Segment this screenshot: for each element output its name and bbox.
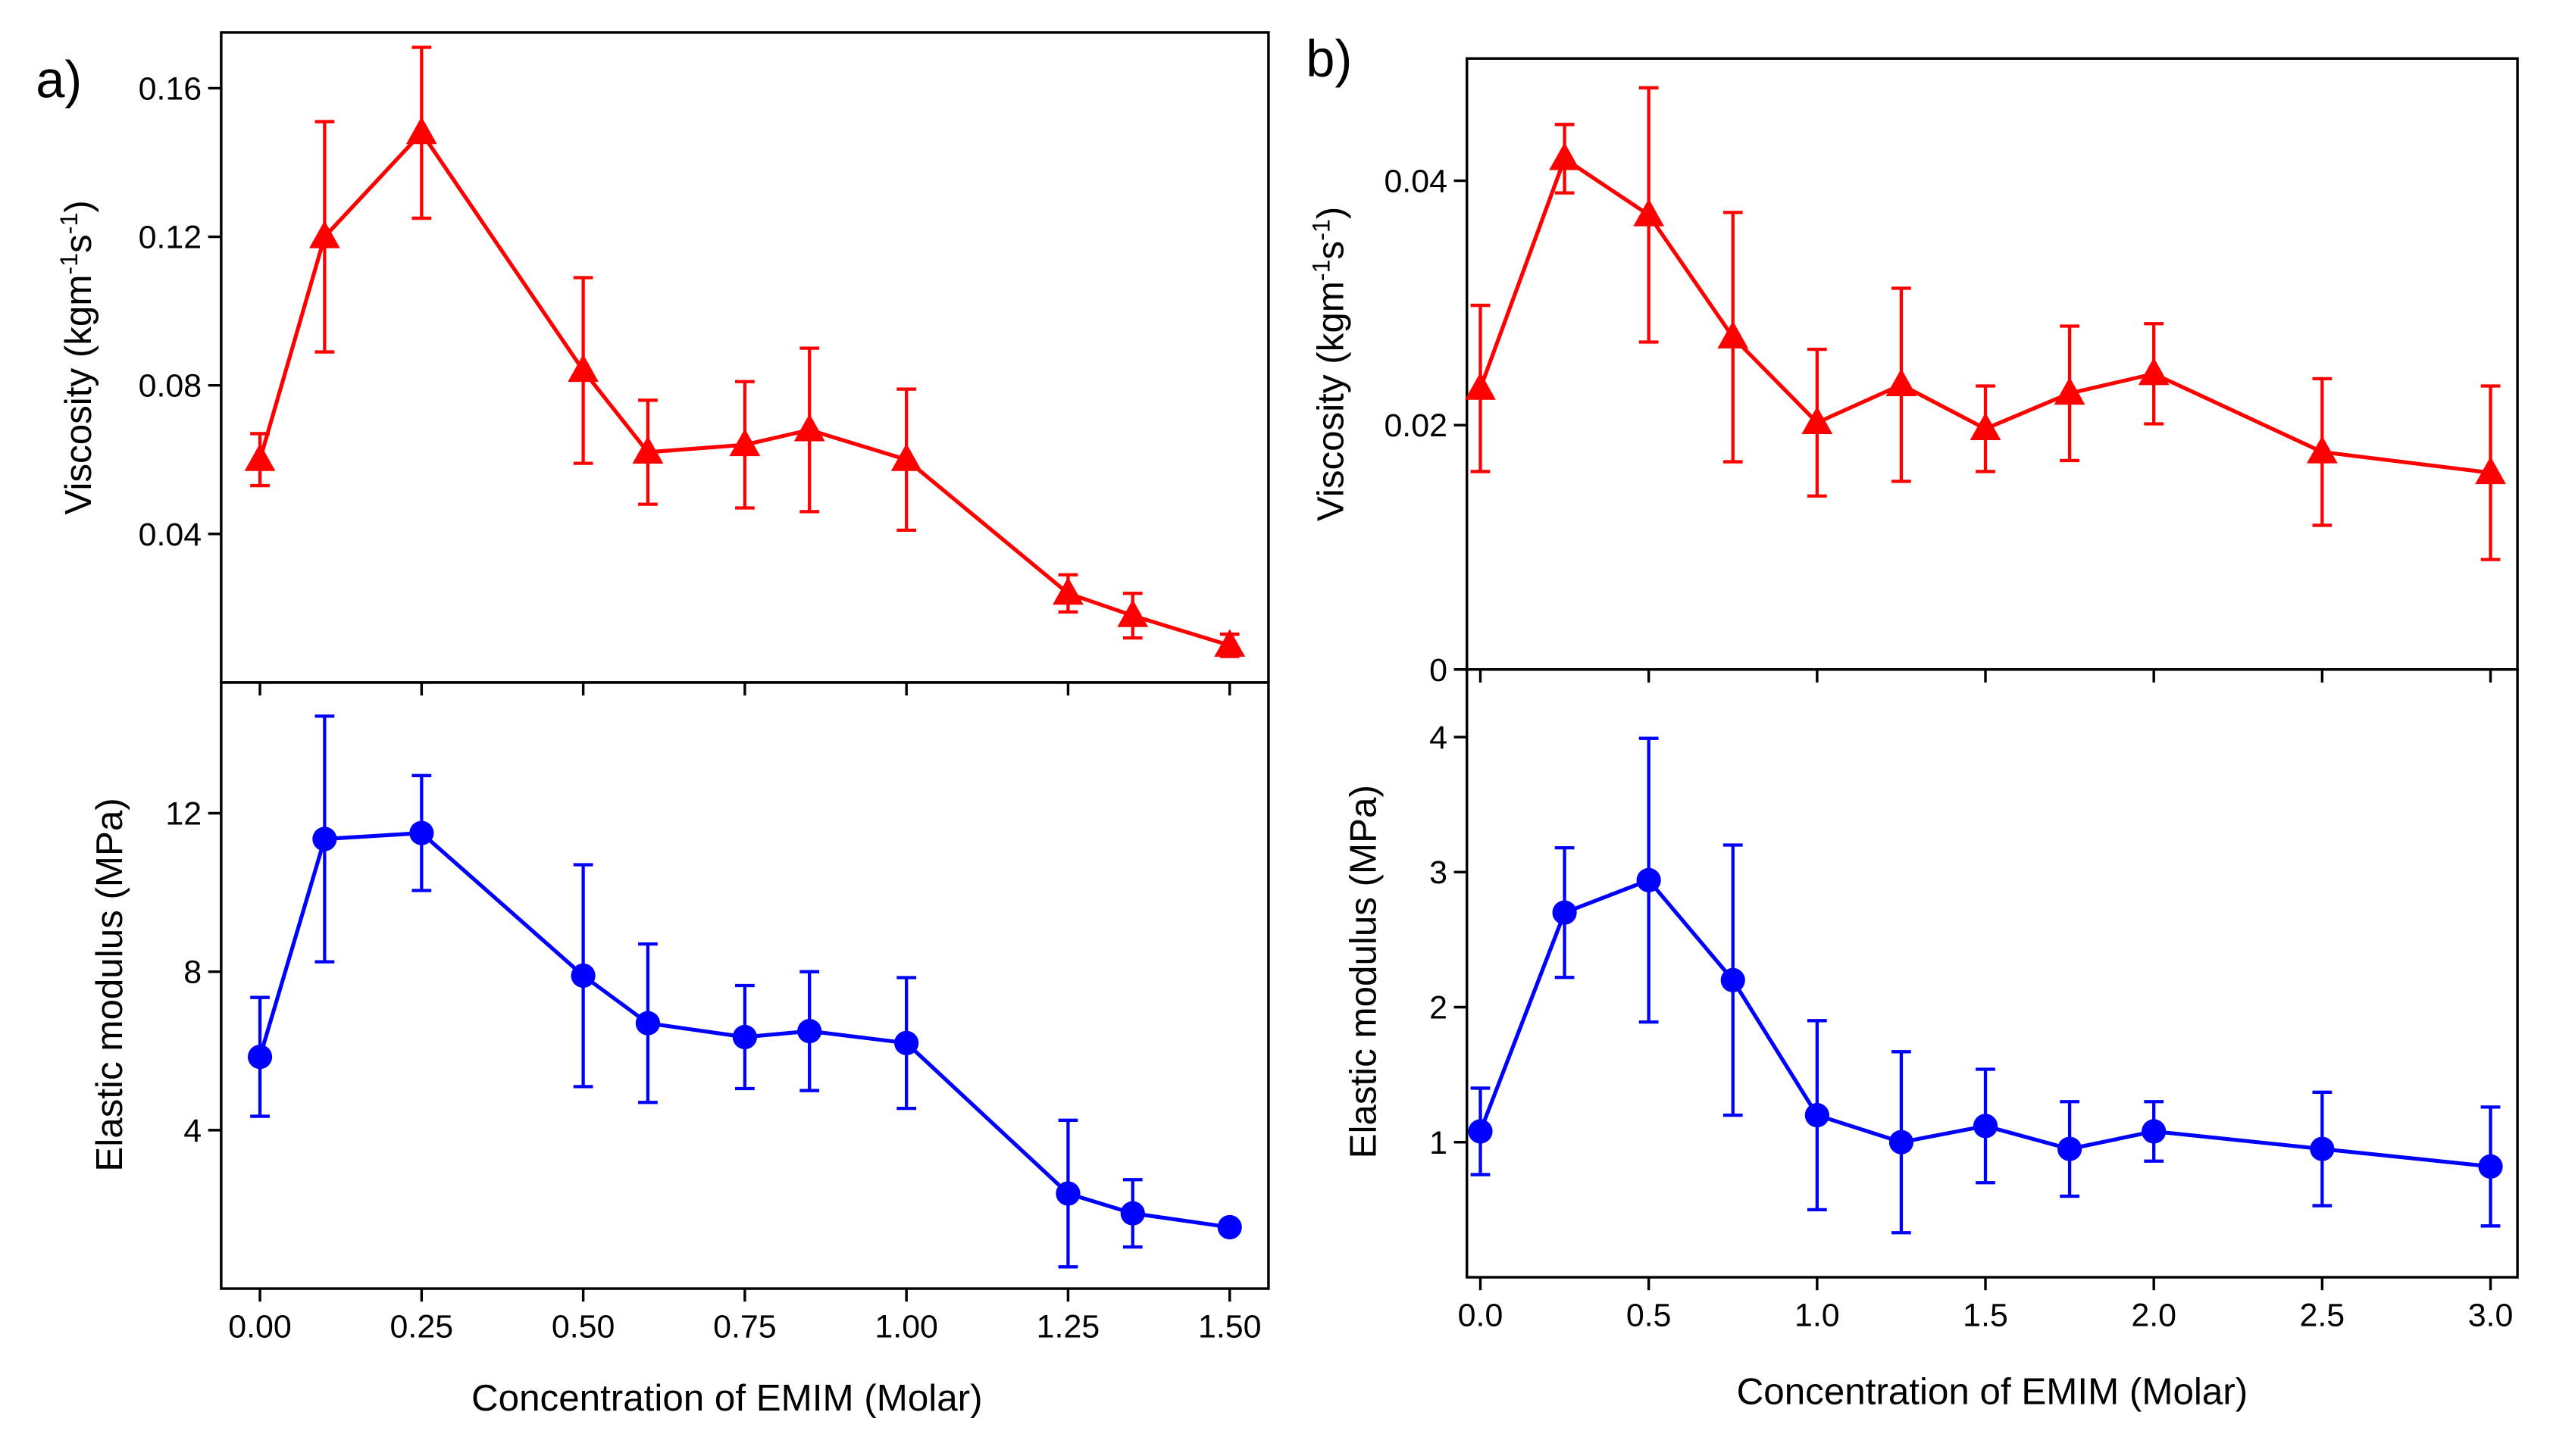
b-viscosity-point xyxy=(2475,456,2506,485)
a-modulus-point xyxy=(894,1030,919,1055)
b-modulus-xtick-label: 0.5 xyxy=(1626,1297,1672,1333)
a-modulus-point xyxy=(1120,1201,1145,1226)
b-viscosity-point xyxy=(1549,142,1580,170)
a-viscosity-point xyxy=(405,116,437,145)
panel-a-label: a) xyxy=(36,51,82,109)
a-modulus-xtick-label: 0.00 xyxy=(228,1308,292,1345)
b-viscosity-point xyxy=(1465,372,1496,400)
a-modulus-point xyxy=(312,826,337,851)
b-modulus-ytick-label: 2 xyxy=(1429,990,1447,1026)
a-modulus-point xyxy=(409,820,434,845)
a-modulus-point xyxy=(797,1019,822,1044)
a-viscosity-point xyxy=(729,428,761,457)
a-modulus-point xyxy=(732,1024,757,1050)
a-modulus-xtick-label: 1.00 xyxy=(875,1308,938,1345)
b-modulus-point xyxy=(1888,1129,1914,1154)
b-viscosity-frame xyxy=(1466,57,2519,671)
a-modulus-xtick-label: 0.50 xyxy=(552,1308,615,1345)
b-viscosity-point xyxy=(1801,406,1833,434)
a-viscosity-point xyxy=(308,220,340,248)
a-viscosity-ytick-label: 0.04 xyxy=(139,517,202,553)
a-viscosity-point xyxy=(1053,576,1084,605)
b-modulus-point xyxy=(1973,1114,1998,1139)
b-modulus-point xyxy=(1804,1103,1829,1128)
b-viscosity-ytick-label: 0 xyxy=(1429,652,1447,689)
b-modulus-point xyxy=(1552,900,1577,925)
a-modulus-point xyxy=(635,1011,661,1036)
b-modulus-ytick-label: 4 xyxy=(1429,720,1447,756)
b-modulus-ylabel: Elastic modulus (MPa) xyxy=(1343,785,1385,1158)
b-modulus-point xyxy=(2057,1136,2082,1161)
b-modulus-point xyxy=(2310,1136,2335,1161)
a-viscosity-point xyxy=(1214,629,1246,657)
a-viscosity-ytick-label: 0.16 xyxy=(139,70,202,107)
b-viscosity-point xyxy=(1717,320,1749,349)
b-modulus-point xyxy=(1468,1119,1493,1144)
a-modulus-xtick-label: 1.25 xyxy=(1037,1308,1100,1345)
a-modulus-chart: 0.00 0.25 0.50 0.75 1.00 1.25 1.50 4 8 12 Elastic … xyxy=(89,681,1270,1345)
b-modulus-point xyxy=(1720,967,1745,992)
b-viscosity-point xyxy=(1633,198,1665,227)
panel-a-xlabel: Concentration of EMIM (Molar) xyxy=(471,1377,983,1419)
panel-b-label: b) xyxy=(1306,30,1352,88)
b-modulus-xtick-label: 2.5 xyxy=(2300,1297,2345,1333)
a-modulus-ytick-label: 4 xyxy=(183,1113,202,1149)
b-modulus-xtick-label: 0.0 xyxy=(1458,1297,1503,1333)
a-modulus-point xyxy=(247,1045,273,1070)
b-modulus-chart: 0.0 0.5 1.0 1.5 2.0 2.5 3.0 1 2 3 4 Elastic modulus… xyxy=(1343,668,2519,1333)
b-modulus-point xyxy=(2142,1119,2167,1144)
b-viscosity-ytick-label: 0.04 xyxy=(1384,164,1447,200)
a-modulus-ylabel: Elastic modulus (MPa) xyxy=(89,798,130,1171)
a-modulus-ytick-label: 8 xyxy=(183,955,202,991)
b-viscosity-point xyxy=(1885,368,1917,396)
a-viscosity-ytick-label: 0.12 xyxy=(139,220,202,256)
a-modulus-point xyxy=(1056,1181,1081,1206)
panel-b: b) Concentration of EMIM (Molar) 00.020.… xyxy=(1306,30,2519,1412)
b-modulus-point xyxy=(1636,867,1661,892)
a-modulus-ytick-label: 12 xyxy=(165,796,202,833)
b-viscosity-point xyxy=(1970,412,2001,441)
b-viscosity-ytick-label: 0.02 xyxy=(1384,408,1447,444)
a-modulus-point xyxy=(571,963,596,989)
b-viscosity-ylabel: Viscosity (kgm-1s-1) xyxy=(1308,207,1352,521)
a-viscosity-point xyxy=(632,436,664,464)
a-viscosity-point xyxy=(1117,599,1149,627)
b-modulus-xtick-label: 3.0 xyxy=(2468,1297,2514,1333)
b-viscosity-point xyxy=(2138,357,2170,386)
a-viscosity-ytick-label: 0.08 xyxy=(139,368,202,405)
a-viscosity-point xyxy=(793,414,825,442)
b-modulus-xtick-label: 2.0 xyxy=(2131,1297,2176,1333)
a-modulus-xtick-label: 0.25 xyxy=(390,1308,454,1345)
b-modulus-ytick-label: 1 xyxy=(1429,1125,1447,1161)
a-viscosity-chart: 0.04 0.08 0.12 0.16 Viscosity (kgm-1s-1) xyxy=(55,31,1270,696)
a-viscosity-point xyxy=(890,443,922,471)
b-viscosity-chart: 0 0.02 0.04 Viscosity (kgm-1s-1) xyxy=(1308,57,2519,689)
a-viscosity-ylabel: Viscosity (kgm-1s-1) xyxy=(55,200,99,514)
b-modulus-point xyxy=(2478,1154,2503,1179)
b-modulus-xtick-label: 1.0 xyxy=(1794,1297,1840,1333)
b-viscosity-point xyxy=(2306,436,2338,464)
b-viscosity-point xyxy=(2054,376,2085,405)
a-viscosity-frame xyxy=(220,31,1270,684)
a-modulus-point xyxy=(1217,1214,1242,1240)
b-modulus-ytick-label: 3 xyxy=(1429,855,1447,891)
b-modulus-xtick-label: 1.5 xyxy=(1963,1297,2008,1333)
a-modulus-xtick-label: 1.50 xyxy=(1198,1308,1262,1345)
panel-b-xlabel: Concentration of EMIM (Molar) xyxy=(1737,1370,2248,1412)
b-modulus-frame xyxy=(1466,668,2519,1279)
a-viscosity-point xyxy=(568,354,599,383)
panel-a: a) Concentration of EMIM (Molar) 0.040.0… xyxy=(36,31,1270,1419)
a-viscosity-point xyxy=(244,443,276,471)
a-modulus-xtick-label: 0.75 xyxy=(713,1308,777,1345)
